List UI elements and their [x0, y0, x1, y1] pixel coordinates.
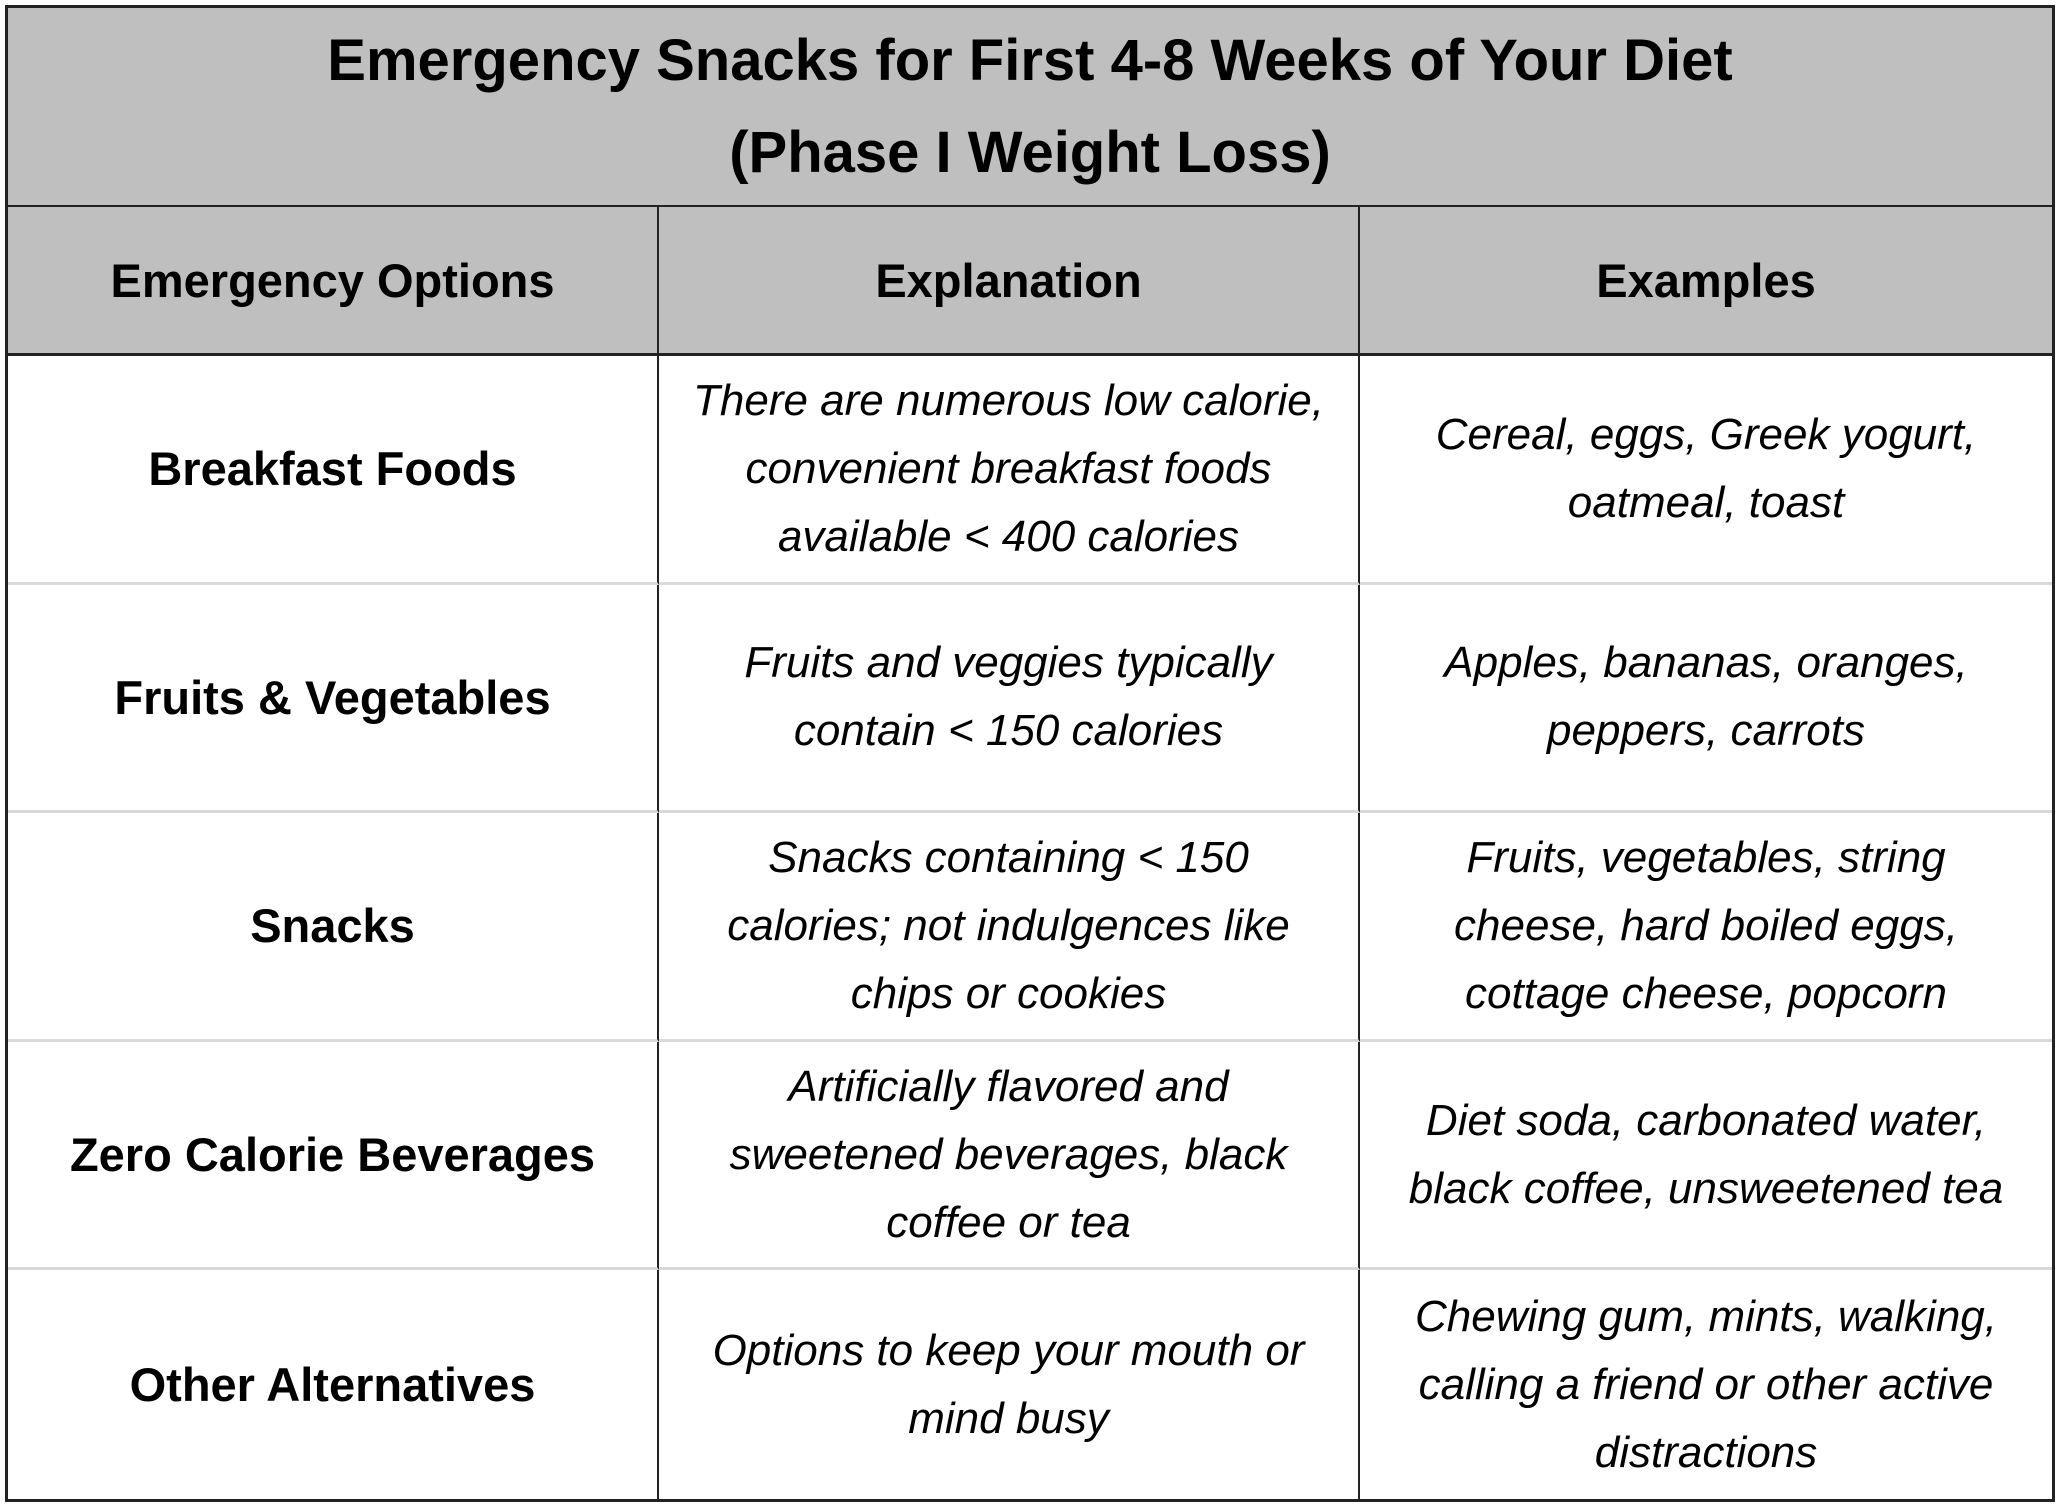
row-explanation-breakfast-foods: There are numerous low calorie, convenie…	[659, 356, 1360, 585]
row-examples-fruits-vegetables: Apples, bananas, oranges, peppers, carro…	[1360, 585, 2052, 814]
row-option-breakfast-foods: Breakfast Foods	[8, 356, 659, 585]
examples-line: cottage cheese, popcorn	[1465, 968, 1947, 1018]
column-header-options: Emergency Options	[8, 207, 659, 356]
explanation-line: calories; not indulgences like	[727, 900, 1290, 950]
row-examples-other-alternatives: Chewing gum, mints, walking, calling a f…	[1360, 1270, 2052, 1499]
row-option-fruits-vegetables: Fruits & Vegetables	[8, 584, 659, 814]
row-option-snacks: Snacks	[8, 813, 659, 1042]
explanation-line: sweetened beverages, black	[729, 1129, 1288, 1179]
examples-line: black coffee, unsweetened tea	[1408, 1163, 2004, 1213]
examples-line: oatmeal, toast	[1567, 477, 1845, 527]
column-header-label: Examples	[1596, 253, 1816, 307]
snack-table: Emergency Snacks for First 4-8 Weeks of …	[5, 5, 2055, 1502]
column-header-examples: Examples	[1360, 207, 2052, 356]
table-grid: Emergency Options Explanation Examples B…	[8, 207, 2052, 1499]
row-explanation-fruits-vegetables: Fruits and veggies typically contain < 1…	[659, 584, 1360, 814]
column-header-label: Emergency Options	[110, 253, 555, 307]
examples-line: distractions	[1594, 1427, 1818, 1477]
option-label: Breakfast Foods	[148, 442, 517, 496]
examples-line: Apples, bananas, oranges,	[1444, 638, 1968, 688]
column-header-label: Explanation	[875, 253, 1142, 307]
explanation-line: chips or cookies	[850, 968, 1167, 1018]
row-examples-snacks: Fruits, vegetables, string cheese, hard …	[1360, 813, 2052, 1042]
explanation-line: Fruits and veggies typically	[744, 638, 1273, 688]
examples-line: Fruits, vegetables, string	[1466, 832, 1946, 882]
explanation-line: Artificially flavored and	[788, 1061, 1229, 1111]
row-option-zero-calorie-beverages: Zero Calorie Beverages	[8, 1041, 659, 1271]
examples-line: Chewing gum, mints, walking,	[1414, 1291, 1997, 1341]
row-examples-breakfast-foods: Cereal, eggs, Greek yogurt, oatmeal, toa…	[1360, 356, 2052, 585]
examples-line: cheese, hard boiled eggs,	[1454, 900, 1958, 950]
title-line-2: (Phase I Weight Loss)	[729, 119, 1331, 185]
examples-line: calling a friend or other active	[1418, 1359, 1994, 1409]
option-label: Zero Calorie Beverages	[69, 1128, 596, 1182]
explanation-line: Options to keep your mouth or	[712, 1325, 1305, 1375]
examples-line: Diet soda, carbonated water,	[1425, 1095, 1987, 1145]
explanation-line: coffee or tea	[886, 1197, 1131, 1247]
table-title: Emergency Snacks for First 4-8 Weeks of …	[8, 8, 2052, 207]
row-explanation-zero-calorie-beverages: Artificially flavored and sweetened beve…	[659, 1041, 1360, 1271]
option-label: Other Alternatives	[129, 1358, 536, 1412]
row-explanation-snacks: Snacks containing < 150 calories; not in…	[659, 813, 1360, 1042]
examples-line: peppers, carrots	[1547, 706, 1865, 756]
explanation-line: Snacks containing < 150	[768, 832, 1249, 882]
option-label: Snacks	[250, 899, 415, 953]
explanation-line: mind busy	[908, 1393, 1109, 1443]
title-line-1: Emergency Snacks for First 4-8 Weeks of …	[327, 27, 1733, 93]
examples-line: Cereal, eggs, Greek yogurt,	[1435, 409, 1977, 459]
option-label: Fruits & Vegetables	[114, 670, 551, 724]
explanation-line: There are numerous low calorie,	[693, 375, 1324, 425]
row-examples-zero-calorie-beverages: Diet soda, carbonated water, black coffe…	[1360, 1042, 2052, 1271]
explanation-line: contain < 150 calories	[793, 706, 1224, 756]
row-explanation-other-alternatives: Options to keep your mouth or mind busy	[659, 1270, 1360, 1499]
column-header-explanation: Explanation	[659, 207, 1360, 356]
explanation-line: convenient breakfast foods	[745, 443, 1272, 493]
row-option-other-alternatives: Other Alternatives	[8, 1270, 659, 1499]
explanation-line: available < 400 calories	[777, 511, 1240, 561]
